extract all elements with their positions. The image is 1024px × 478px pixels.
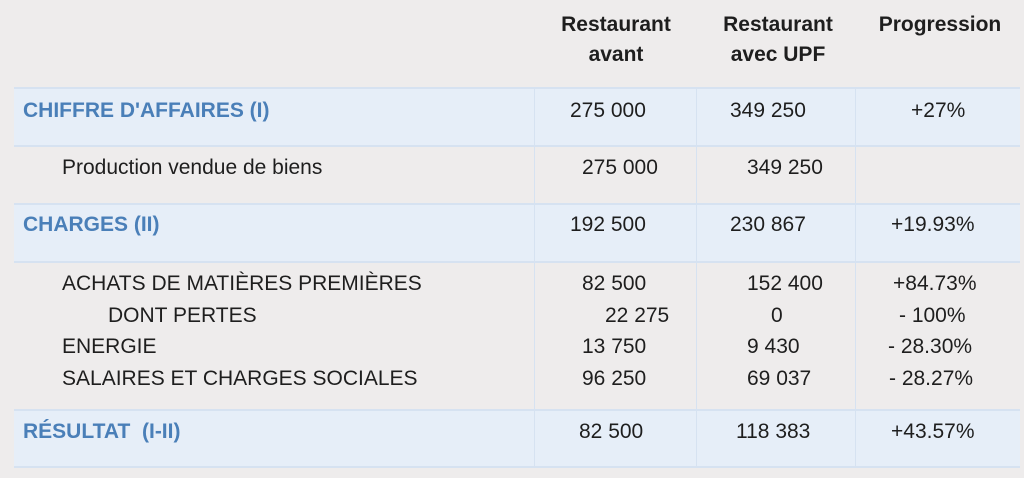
detail-label: ENERGIE	[62, 335, 157, 358]
detail-progress: - 100%	[899, 304, 966, 327]
grid-line	[534, 88, 535, 467]
detail-before: 82 500	[582, 272, 647, 295]
charges-progress: +19.93%	[891, 213, 975, 236]
detail-progress: - 28.27%	[889, 367, 974, 390]
result-before: 82 500	[579, 420, 644, 443]
detail-label: SALAIRES ET CHARGES SOCIALES	[62, 367, 418, 390]
detail-before: 96 250	[582, 367, 647, 390]
header-before-line2: avant	[588, 43, 644, 66]
ca-detail-label: Production vendue de biens	[62, 156, 323, 179]
header-after: Restaurant avec UPF	[698, 10, 858, 70]
detail-label: DONT PERTES	[108, 304, 257, 327]
income-comparison-table: Restaurant avant Restaurant avec UPF Pro…	[14, 0, 1020, 478]
row-charges-detail	[14, 262, 1020, 410]
grid-line	[14, 261, 1020, 263]
detail-before: 13 750	[582, 335, 647, 358]
detail-after: 69 037	[747, 367, 812, 390]
grid-line	[696, 88, 697, 467]
header-after-line1: Restaurant	[723, 13, 833, 36]
row-charges	[14, 204, 1020, 262]
ca-before: 275 000	[570, 99, 646, 122]
result-progress: +43.57%	[891, 420, 975, 443]
detail-after: 0	[771, 304, 783, 327]
ca-label: CHIFFRE D'AFFAIRES (I)	[23, 99, 270, 122]
detail-label: ACHATS DE MATIÈRES PREMIÈRES	[62, 272, 422, 295]
charges-before: 192 500	[570, 213, 646, 236]
ca-detail-before: 275 000	[582, 156, 658, 179]
ca-detail-after: 349 250	[747, 156, 823, 179]
charges-after: 230 867	[730, 213, 806, 236]
row-result	[14, 410, 1020, 466]
header-before: Restaurant avant	[536, 10, 696, 70]
grid-line	[14, 203, 1020, 205]
result-label: RÉSULTAT (I-II)	[23, 420, 181, 443]
ca-progress: +27%	[911, 99, 966, 122]
grid-line	[855, 88, 856, 467]
result-after: 118 383	[736, 420, 811, 443]
row-ca	[14, 88, 1020, 146]
detail-after: 152 400	[747, 272, 823, 295]
charges-label: CHARGES (II)	[23, 213, 160, 236]
grid-line	[14, 466, 1020, 468]
row-ca-detail	[14, 146, 1020, 204]
ca-after: 349 250	[730, 99, 806, 122]
detail-before: 22 275	[605, 304, 670, 327]
header-before-line1: Restaurant	[561, 13, 671, 36]
detail-progress: +84.73%	[893, 272, 977, 295]
detail-progress: - 28.30%	[888, 335, 973, 358]
grid-line	[14, 409, 1020, 411]
detail-after: 9 430	[747, 335, 800, 358]
table-header: Restaurant avant Restaurant avec UPF Pro…	[14, 0, 1020, 87]
header-progress: Progression	[878, 13, 1002, 36]
grid-line	[14, 145, 1020, 147]
header-after-line2: avec UPF	[730, 43, 826, 66]
grid-line	[14, 87, 1020, 89]
